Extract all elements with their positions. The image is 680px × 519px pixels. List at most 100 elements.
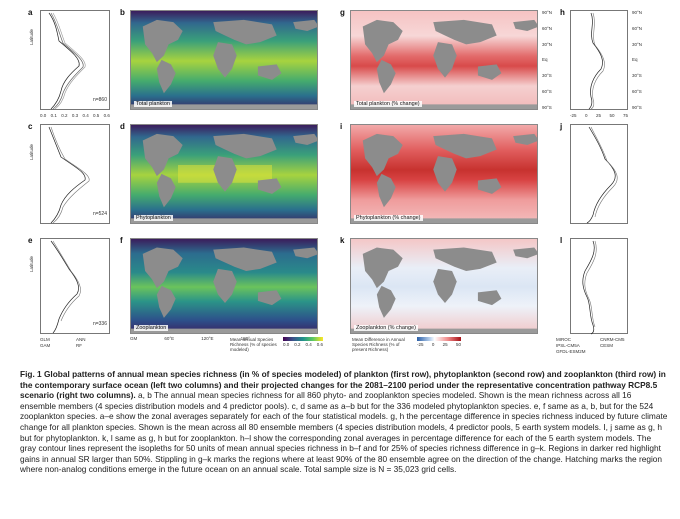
map-b: Total plankton bbox=[130, 10, 318, 110]
zonal-curves-a bbox=[48, 12, 86, 110]
map-f-graphic bbox=[131, 239, 317, 333]
sample-size-c: n=524 bbox=[92, 211, 107, 217]
xticks-h: -25 0 25 50 75 bbox=[570, 113, 628, 118]
panel-letter-e: e bbox=[28, 236, 33, 245]
colorbar-tick: 0 bbox=[431, 342, 435, 347]
legend-item: IPSL-CM5A bbox=[556, 343, 580, 348]
legend-item: GFDL-ESM2M bbox=[556, 349, 586, 354]
panel-letter-k: k bbox=[340, 236, 345, 245]
lat-tick: Eq bbox=[542, 57, 548, 63]
colorbar-tick: 50 bbox=[455, 342, 461, 347]
colorbar-title: Mean annual Species Richness (% of speci… bbox=[230, 337, 277, 352]
map-label-d: Phytoplankton bbox=[134, 215, 173, 221]
lat-tick: 60°N bbox=[632, 25, 643, 31]
xtick: -25 bbox=[570, 113, 577, 118]
lon-ticks-f: GM 60°E 120°E 180° bbox=[130, 336, 250, 341]
xtick: 0.1 bbox=[50, 113, 57, 118]
zonal-curves-l bbox=[582, 240, 597, 335]
lat-tick: 60°S bbox=[542, 89, 552, 95]
map-g-graphic bbox=[351, 11, 537, 109]
ylabel-c: Latitude bbox=[29, 143, 34, 160]
legend-sdm: GLM ANN GAM RF bbox=[40, 337, 112, 348]
sample-size-e: n=336 bbox=[92, 321, 107, 327]
xtick: 0.0 bbox=[40, 113, 47, 118]
map-i: Phytoplankton (% change) bbox=[350, 124, 538, 224]
zonal-plot-l bbox=[570, 238, 628, 335]
lon-tick: 180° bbox=[240, 336, 250, 341]
lat-ticks-h: 90°N 60°N 30°N Eq 30°S 60°S 90°S bbox=[632, 10, 642, 110]
colorbar-tick: 0.6 bbox=[316, 342, 323, 347]
lat-tick: 30°S bbox=[632, 73, 642, 79]
lat-tick: 30°S bbox=[542, 73, 552, 79]
lat-tick: 30°N bbox=[632, 41, 643, 47]
xtick: 0 bbox=[584, 113, 588, 118]
colorbar-title: Mean Difference in Annual Species Richne… bbox=[352, 337, 405, 352]
lat-tick: 90°N bbox=[632, 10, 643, 15]
lat-ticks-g: 90°N 60°N 30°N Eq 30°S 60°S 90°S bbox=[542, 10, 552, 110]
panel-letter-a: a bbox=[28, 8, 33, 17]
figure-caption: Fig. 1 Global patterns of annual mean sp… bbox=[20, 369, 668, 475]
xtick: 0.5 bbox=[93, 113, 100, 118]
colorbar-tick: 0.2 bbox=[294, 342, 301, 347]
colorbar-tick: 25 bbox=[442, 342, 448, 347]
lon-tick: GM bbox=[130, 336, 138, 341]
lat-tick: Eq bbox=[632, 57, 638, 63]
zonal-plot-e: n=336 bbox=[40, 238, 110, 334]
legend-item: CESM bbox=[600, 343, 614, 348]
zonal-curves-c bbox=[48, 126, 90, 224]
panel-letter-b: b bbox=[120, 8, 125, 17]
colorbar-swatch bbox=[417, 337, 461, 341]
xtick: 75 bbox=[622, 113, 628, 118]
map-label-g: Total plankton (% change) bbox=[354, 101, 422, 107]
colorbar-tick: -25 bbox=[417, 342, 424, 347]
zonal-curves-h bbox=[588, 12, 605, 110]
ylabel-e: Latitude bbox=[29, 255, 34, 272]
panel-letter-c: c bbox=[28, 122, 33, 131]
panel-letter-l: l bbox=[560, 236, 563, 245]
colorbar-swatch bbox=[283, 337, 323, 341]
xtick: 0.4 bbox=[82, 113, 89, 118]
lat-tick: 60°S bbox=[632, 89, 642, 95]
panel-letter-j: j bbox=[560, 122, 563, 131]
lat-tick: 90°S bbox=[632, 104, 642, 110]
map-i-graphic bbox=[351, 125, 537, 223]
lat-tick: 30°N bbox=[542, 41, 553, 47]
xtick: 0.2 bbox=[61, 113, 68, 118]
lon-tick: 60°E bbox=[164, 336, 175, 341]
xtick: 50 bbox=[609, 113, 615, 118]
map-k: Zooplankton (% change) bbox=[350, 238, 538, 334]
zonal-plot-j bbox=[570, 124, 628, 224]
lat-tick: 60°N bbox=[542, 25, 553, 31]
map-label-k: Zooplankton (% change) bbox=[354, 325, 418, 331]
xticks-a: 0.0 0.1 0.2 0.3 0.4 0.5 0.6 bbox=[40, 113, 110, 118]
map-k-graphic bbox=[351, 239, 537, 333]
figure: a n=860 Latitude 0.0 0.1 0.2 0.3 0.4 0.5… bbox=[28, 8, 642, 354]
zonal-plot-a: n=860 bbox=[40, 10, 110, 110]
map-d-graphic bbox=[131, 125, 317, 223]
legend-esm: MIROC CNRM-CM5 IPSL-CM5A CESM GFDL-ESM2M bbox=[556, 337, 636, 354]
zonal-plot-c: n=524 bbox=[40, 124, 110, 224]
panel-letter-i: i bbox=[340, 122, 343, 131]
colorbar-tick: 0.4 bbox=[305, 342, 312, 347]
legend-item: MIROC bbox=[556, 337, 571, 342]
map-d: Phytoplankton bbox=[130, 124, 318, 224]
zonal-curves-e bbox=[50, 240, 81, 334]
zonal-plot-h bbox=[570, 10, 628, 110]
zonal-curves-j bbox=[586, 126, 618, 224]
legend-item: RF bbox=[76, 343, 82, 348]
lat-tick: 90°S bbox=[542, 104, 552, 110]
ylabel-a: Latitude bbox=[29, 28, 34, 45]
map-label-i: Phytoplankton (% change) bbox=[354, 215, 423, 221]
colorbar-richness: Mean annual Species Richness (% of speci… bbox=[230, 337, 323, 352]
legend-item: GAM bbox=[40, 343, 51, 348]
colorbar-difference: Mean Difference in Annual Species Richne… bbox=[352, 337, 461, 352]
caption-title: Fig. 1 Global patterns of annual mean sp… bbox=[20, 369, 666, 401]
legend-item: ANN bbox=[76, 337, 86, 342]
legend-item: GLM bbox=[40, 337, 50, 342]
lon-tick: 120°E bbox=[201, 336, 214, 341]
panel-letter-g: g bbox=[340, 8, 345, 17]
xtick: 0.3 bbox=[71, 113, 79, 118]
colorbar-tick: 0.0 bbox=[283, 342, 290, 347]
xtick: 25 bbox=[595, 113, 601, 118]
sample-size-a: n=860 bbox=[92, 97, 107, 103]
